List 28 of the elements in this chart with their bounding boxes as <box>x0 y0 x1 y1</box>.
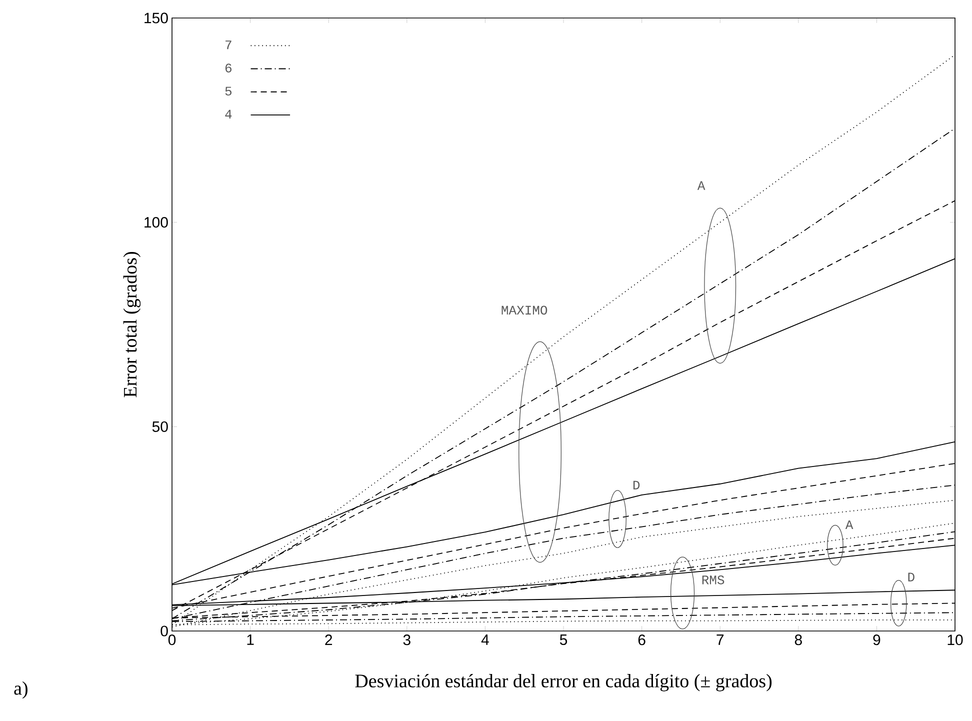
y-tick-label: 150 <box>144 12 168 24</box>
x-tick-label: 1 <box>247 634 254 645</box>
x-tick-label: 3 <box>403 634 410 646</box>
y-tick-label: 0 <box>160 626 168 636</box>
annotation: A <box>697 181 706 190</box>
x-tick-label: 6 <box>638 634 646 646</box>
y-tick-label: 50 <box>152 421 168 432</box>
legend-label: 6 <box>225 64 232 72</box>
x-tick-label: 9 <box>873 634 880 646</box>
text: a) <box>14 681 28 699</box>
x-tick-label: 5 <box>560 634 568 645</box>
x-axis-title: Desviación estándar del error en cada dígito (± grados) <box>355 674 772 692</box>
x-tick-label: 8 <box>794 634 802 646</box>
legend-label: 4 <box>225 110 232 118</box>
annotation: MAXIMO <box>502 306 548 315</box>
y-tick-label: 100 <box>144 217 168 228</box>
y-axis-title: Error total (grados) <box>123 252 141 398</box>
annotation: RMS <box>702 576 724 584</box>
x-tick-label: 7 <box>716 634 724 645</box>
legend-label: 5 <box>225 86 232 96</box>
x-tick-label: 0 <box>168 634 176 646</box>
annotation: D <box>908 572 914 582</box>
annotation: D <box>633 480 640 490</box>
legend-label: 7 <box>226 40 232 50</box>
x-tick-label: 10 <box>948 634 963 646</box>
x-tick-label: 2 <box>325 634 332 646</box>
x-tick-label: 4 <box>481 634 489 645</box>
annotation: A <box>845 520 854 530</box>
